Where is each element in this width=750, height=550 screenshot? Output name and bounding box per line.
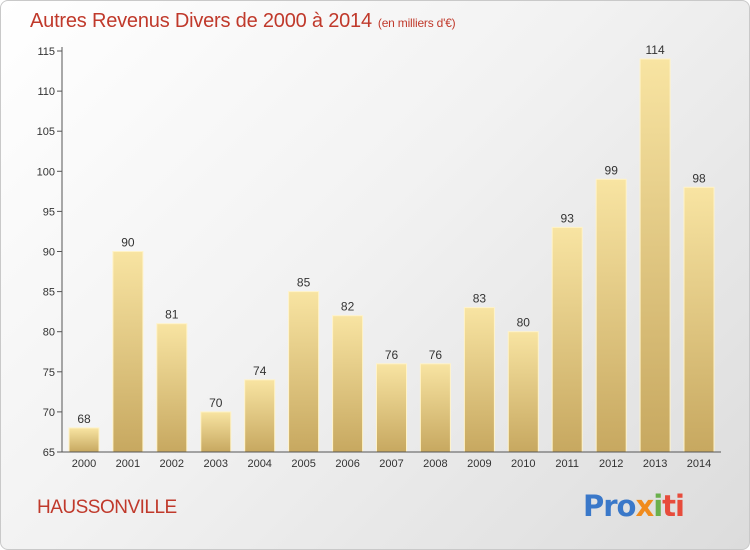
bar-2003	[200, 411, 232, 453]
logo-part-1: Pro	[583, 489, 636, 523]
bar-2013	[639, 58, 671, 453]
x-tick-2004: 2004	[247, 458, 271, 470]
value-label-2013: 114	[646, 43, 665, 57]
value-label-2005: 85	[297, 276, 311, 290]
y-tick-95: 95	[43, 206, 55, 218]
x-tick-2010: 2010	[511, 458, 535, 470]
x-tick-2000: 2000	[72, 458, 96, 470]
x-tick-2007: 2007	[379, 458, 403, 470]
logo-part-3: i	[653, 489, 663, 523]
bar-2007	[376, 363, 407, 453]
value-label-2001: 90	[121, 236, 135, 250]
value-label-2006: 82	[341, 300, 355, 314]
y-tick-80: 80	[43, 327, 55, 339]
x-tick-2003: 2003	[204, 458, 228, 470]
value-label-2012: 99	[605, 163, 619, 177]
bar-2001	[112, 251, 144, 453]
bar-2000	[68, 427, 100, 453]
bar-2006	[332, 315, 364, 453]
y-tick-115: 115	[37, 46, 55, 58]
chart-title-text: Autres Revenus Divers de 2000 à 2014	[30, 10, 372, 32]
value-label-2000: 68	[77, 412, 91, 426]
logo-part-2: x	[635, 489, 654, 523]
bar-2011	[551, 226, 583, 453]
value-label-2009: 83	[473, 292, 487, 306]
logo-part-4: ti	[662, 489, 685, 523]
x-tick-2001: 2001	[116, 458, 140, 470]
proxiti-logo[interactable]: Proxiti	[583, 489, 685, 523]
y-tick-75: 75	[43, 367, 55, 379]
town-name: HAUSSONVILLE	[37, 497, 177, 518]
bar-2014	[683, 186, 715, 453]
value-label-2003: 70	[209, 396, 223, 410]
x-tick-2005: 2005	[291, 458, 315, 470]
bar-2008	[419, 363, 451, 453]
x-tick-2014: 2014	[687, 458, 711, 470]
y-tick-110: 110	[37, 86, 55, 98]
x-tick-2012: 2012	[599, 458, 623, 470]
value-label-2002: 81	[165, 308, 179, 322]
y-tick-105: 105	[37, 126, 55, 138]
value-label-2010: 80	[517, 316, 531, 330]
x-tick-2006: 2006	[335, 458, 359, 470]
bar-2004	[244, 379, 276, 453]
bar-2005	[288, 291, 320, 453]
y-tick-90: 90	[43, 247, 55, 259]
y-tick-100: 100	[37, 166, 55, 178]
bar-2002	[156, 323, 188, 453]
chart-unit: (en milliers d'€)	[377, 16, 456, 30]
x-tick-2008: 2008	[423, 458, 447, 470]
y-tick-70: 70	[43, 407, 55, 419]
bar-2010	[507, 331, 539, 453]
value-label-2004: 74	[253, 364, 267, 378]
value-label-2007: 76	[385, 348, 399, 362]
bar-2009	[463, 307, 495, 453]
x-tick-2009: 2009	[467, 458, 491, 470]
value-label-2011: 93	[561, 211, 575, 225]
bar-2012	[595, 178, 627, 453]
y-tick-65: 65	[43, 447, 55, 459]
value-label-2008: 76	[429, 348, 443, 362]
value-label-2014: 98	[692, 171, 706, 185]
x-tick-2002: 2002	[160, 458, 184, 470]
x-tick-2013: 2013	[643, 458, 667, 470]
chart-title: Autres Revenus Divers de 2000 à 2014 (en …	[30, 10, 456, 33]
x-tick-2011: 2011	[555, 458, 579, 470]
y-tick-85: 85	[43, 287, 55, 299]
